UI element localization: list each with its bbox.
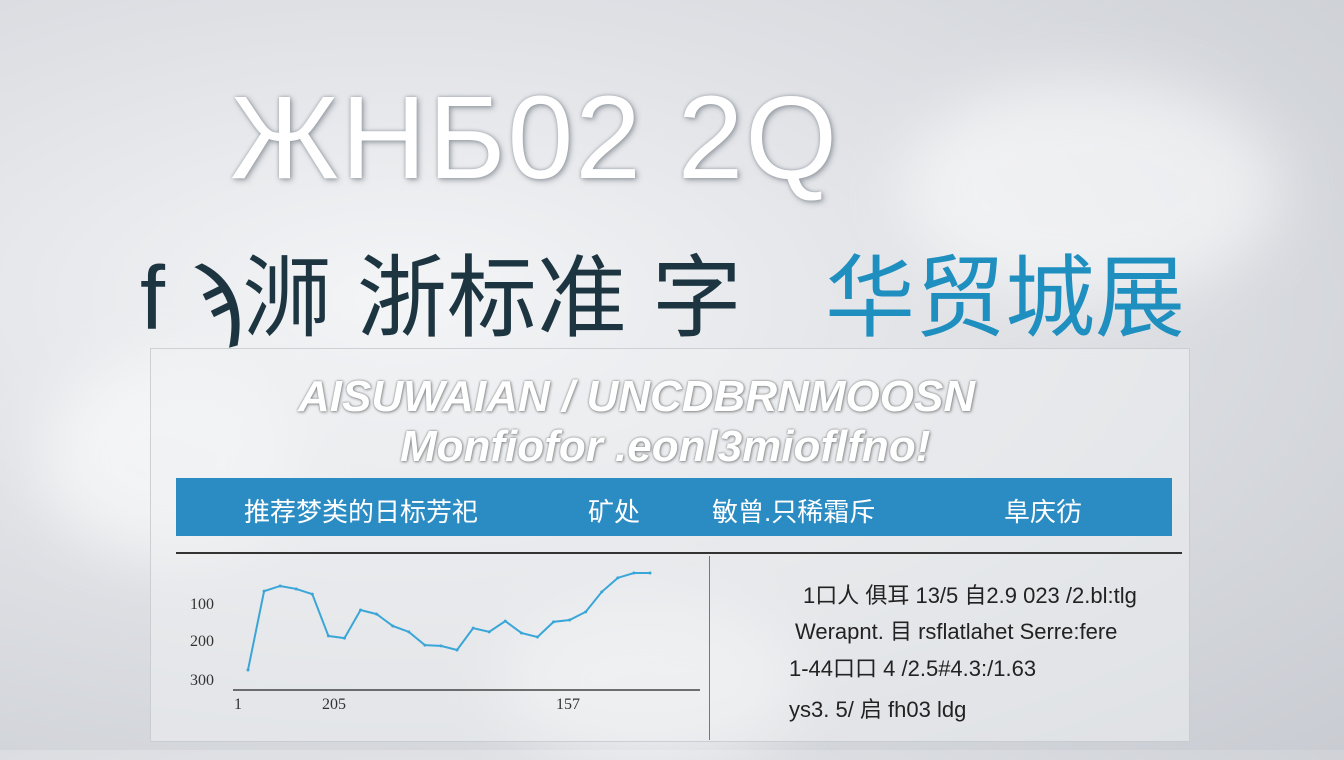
data-point: [648, 571, 652, 575]
y-tick-label: 200: [190, 633, 214, 650]
data-point: [278, 584, 282, 588]
data-point: [359, 608, 363, 612]
data-point: [600, 590, 604, 594]
data-point: [552, 620, 556, 624]
divider-horizontal: [176, 552, 1182, 554]
series-line: [247, 572, 650, 671]
data-point: [471, 626, 475, 630]
header-bar: 推荐梦类的日标芳祀 矿处 敏曾.只稀霜斥 阜庆彷: [176, 478, 1172, 536]
data-point: [535, 635, 539, 639]
data-point: [391, 624, 395, 628]
data-point: [568, 618, 572, 622]
data-point: [342, 636, 346, 640]
data-point: [375, 612, 379, 616]
data-point: [503, 619, 507, 623]
data-point: [455, 648, 459, 652]
x-tick-label: 1: [234, 696, 242, 713]
tagline-1: AISUWAIAN / UNCDBRNMOOSN: [298, 372, 976, 421]
data-point: [632, 571, 636, 575]
bar-label: 敏曾.只稀霜斥: [712, 497, 876, 527]
y-tick-label: 300: [190, 672, 214, 689]
content-panel: [150, 348, 1190, 742]
info-line: ys3. 5/ 启 fh03 ldg: [789, 697, 967, 722]
data-point: [519, 631, 523, 635]
tagline-2: Monfiofor .eonl3mioflfno!: [400, 422, 931, 471]
data-point: [262, 589, 266, 593]
x-tick-label: 205: [322, 696, 346, 713]
main-title: ЖНБ02 2Q: [230, 72, 840, 204]
info-line: Werapnt. 目 rsflatlahet Serre:fere: [795, 619, 1118, 644]
data-point: [423, 643, 427, 647]
data-point: [616, 576, 620, 580]
data-point: [310, 592, 314, 596]
data-point: [326, 634, 330, 638]
data-point: [407, 630, 411, 634]
bar-label: 矿处: [588, 497, 641, 527]
info-line: 1口人 俱耳 13/5 自2.9 023 /2.bl:tlg: [803, 583, 1137, 608]
data-point: [294, 587, 298, 591]
bar-label: 阜庆彷: [1004, 497, 1083, 527]
subtitle-blue: 华贸城展: [825, 249, 1185, 349]
data-point: [439, 644, 443, 648]
divider-vertical: [709, 556, 710, 740]
data-point: [487, 630, 491, 634]
info-line: 1-44口口 4 /2.5#4.3:/1.63: [789, 656, 1037, 681]
y-tick-label: 100: [190, 596, 214, 613]
subtitle-dark: f ϡ浉 浙标准 字: [140, 249, 742, 349]
bar-label: 推荐梦类的日标芳祀: [244, 497, 479, 527]
data-point: [584, 610, 588, 614]
x-tick-label: 157: [556, 696, 580, 713]
data-point: [246, 668, 250, 672]
